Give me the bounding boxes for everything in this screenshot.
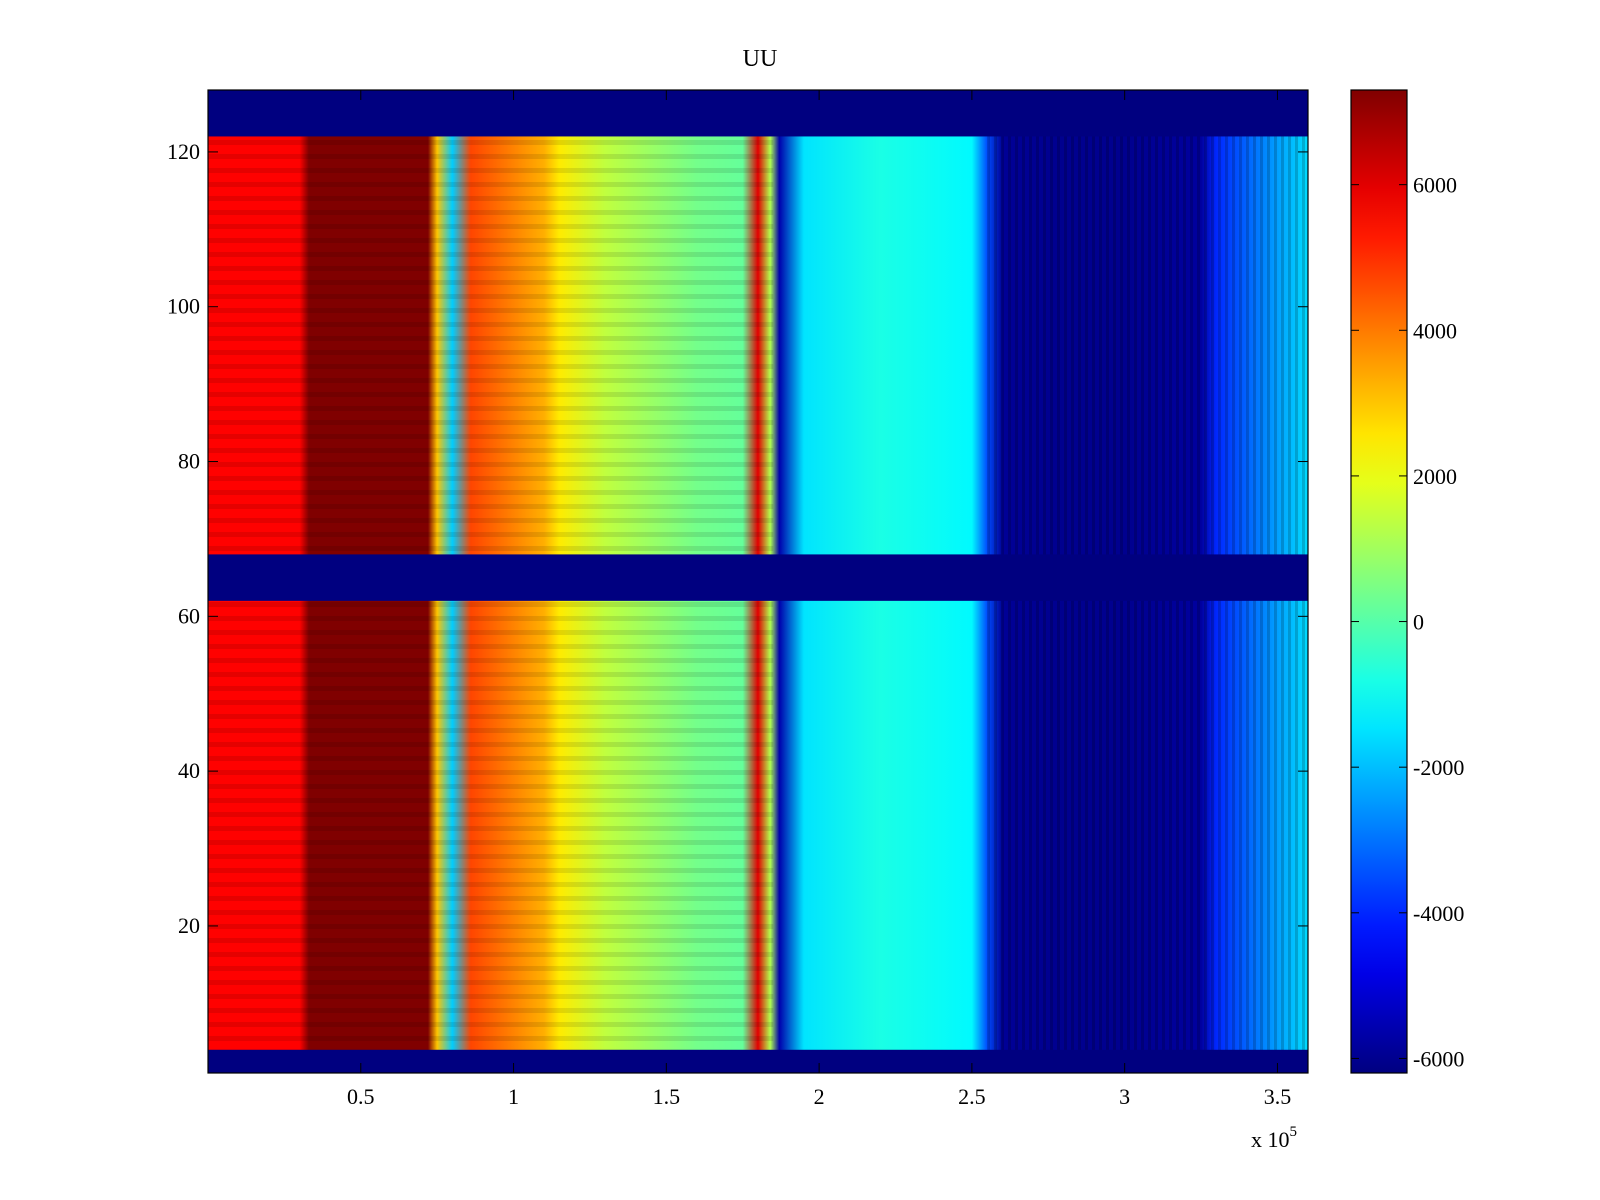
x-axis: 0.5 1 1.5 2 2.5 3 3.5 bbox=[347, 90, 1291, 1109]
plot-area bbox=[207, 89, 1309, 1074]
svg-text:x 105: x 105 bbox=[1251, 1124, 1297, 1152]
heatmap-cells bbox=[208, 90, 1308, 1073]
y-tick-label: 100 bbox=[167, 294, 200, 319]
colorbar-tick-label: -2000 bbox=[1413, 755, 1464, 780]
masked-row-band bbox=[208, 90, 1308, 137]
x-tick-label: 1.5 bbox=[653, 1084, 681, 1109]
colorbar: -6000 -4000 -2000 0 2000 4000 6000 bbox=[1350, 89, 1464, 1074]
x-tick-label: 2 bbox=[814, 1084, 825, 1109]
y-tick-label: 60 bbox=[178, 603, 200, 628]
x-tick-label: 3 bbox=[1119, 1084, 1130, 1109]
colorbar-tick-label: -4000 bbox=[1413, 901, 1464, 926]
masked-row-band bbox=[208, 554, 1308, 601]
x-tick-label: 1 bbox=[508, 1084, 519, 1109]
colorbar-tick-label: 6000 bbox=[1413, 173, 1457, 198]
colorbar-gradient bbox=[1350, 89, 1408, 1074]
colorbar-tick-label: 2000 bbox=[1413, 464, 1457, 489]
colorbar-tick-label: 4000 bbox=[1413, 318, 1457, 343]
x-tick-label: 2.5 bbox=[958, 1084, 986, 1109]
x-tick-label: 0.5 bbox=[347, 1084, 375, 1109]
x-exponent-label: x 105 bbox=[1251, 1124, 1297, 1152]
masked-row-band bbox=[208, 1049, 1308, 1073]
y-axis: 20 40 60 80 100 120 bbox=[167, 139, 1308, 938]
y-tick-label: 80 bbox=[178, 449, 200, 474]
x-exponent-power: 5 bbox=[1290, 1124, 1298, 1140]
colorbar-tick-label: 0 bbox=[1413, 610, 1424, 635]
colorbar-tick-label: -6000 bbox=[1413, 1046, 1464, 1071]
plot-frame bbox=[207, 89, 1309, 1074]
y-tick-label: 20 bbox=[178, 913, 200, 938]
x-exponent-base: x 10 bbox=[1251, 1127, 1290, 1152]
y-tick-label: 40 bbox=[178, 758, 200, 783]
x-tick-label: 3.5 bbox=[1264, 1084, 1292, 1109]
colorbar-ticks: -6000 -4000 -2000 0 2000 4000 6000 bbox=[1351, 173, 1464, 1071]
chart-title: UU bbox=[743, 46, 778, 72]
y-tick-label: 120 bbox=[167, 139, 200, 164]
